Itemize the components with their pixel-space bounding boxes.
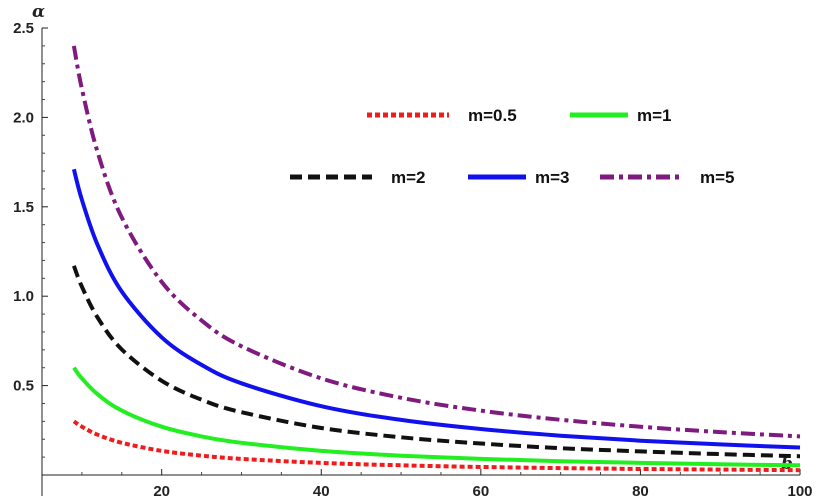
legend: m=0.5 m=1 m=2 m=3 m=5 xyxy=(290,106,735,187)
series-line-m=5 xyxy=(71,45,801,439)
y-tick-label: 2.0 xyxy=(13,109,34,126)
x-tick-label: 60 xyxy=(472,483,489,500)
x-tick-label: 100 xyxy=(787,483,812,500)
legend-label-m=2: m=2 xyxy=(391,168,426,187)
legend-label-m=3: m=3 xyxy=(535,168,570,187)
x-ticks: 20 40 60 80 100 xyxy=(153,469,813,500)
series-group xyxy=(71,45,801,473)
series-line-m=0.5 xyxy=(72,419,801,473)
y-tick-label: 1.5 xyxy=(13,199,34,216)
y-tick-label: 1.0 xyxy=(13,288,34,305)
y-tick-label: 2.5 xyxy=(13,20,34,37)
y-ticks: 0.5 1.0 1.5 2.0 2.5 xyxy=(13,20,48,395)
x-tick-label: 20 xyxy=(153,483,170,500)
series-line-m=3 xyxy=(71,168,801,450)
axes xyxy=(41,28,800,496)
x-tick-label: 40 xyxy=(313,483,330,500)
series-line-m=1 xyxy=(72,366,801,468)
y-axis-label: α xyxy=(32,2,45,22)
legend-label-m=0.5: m=0.5 xyxy=(468,106,517,125)
series-line-m=2 xyxy=(72,265,801,459)
legend-label-m=1: m=1 xyxy=(637,106,672,125)
x-tick-label: 80 xyxy=(632,483,649,500)
y-tick-label: 0.5 xyxy=(13,378,34,395)
minor-ticks xyxy=(42,45,761,475)
legend-label-m=5: m=5 xyxy=(700,168,735,187)
